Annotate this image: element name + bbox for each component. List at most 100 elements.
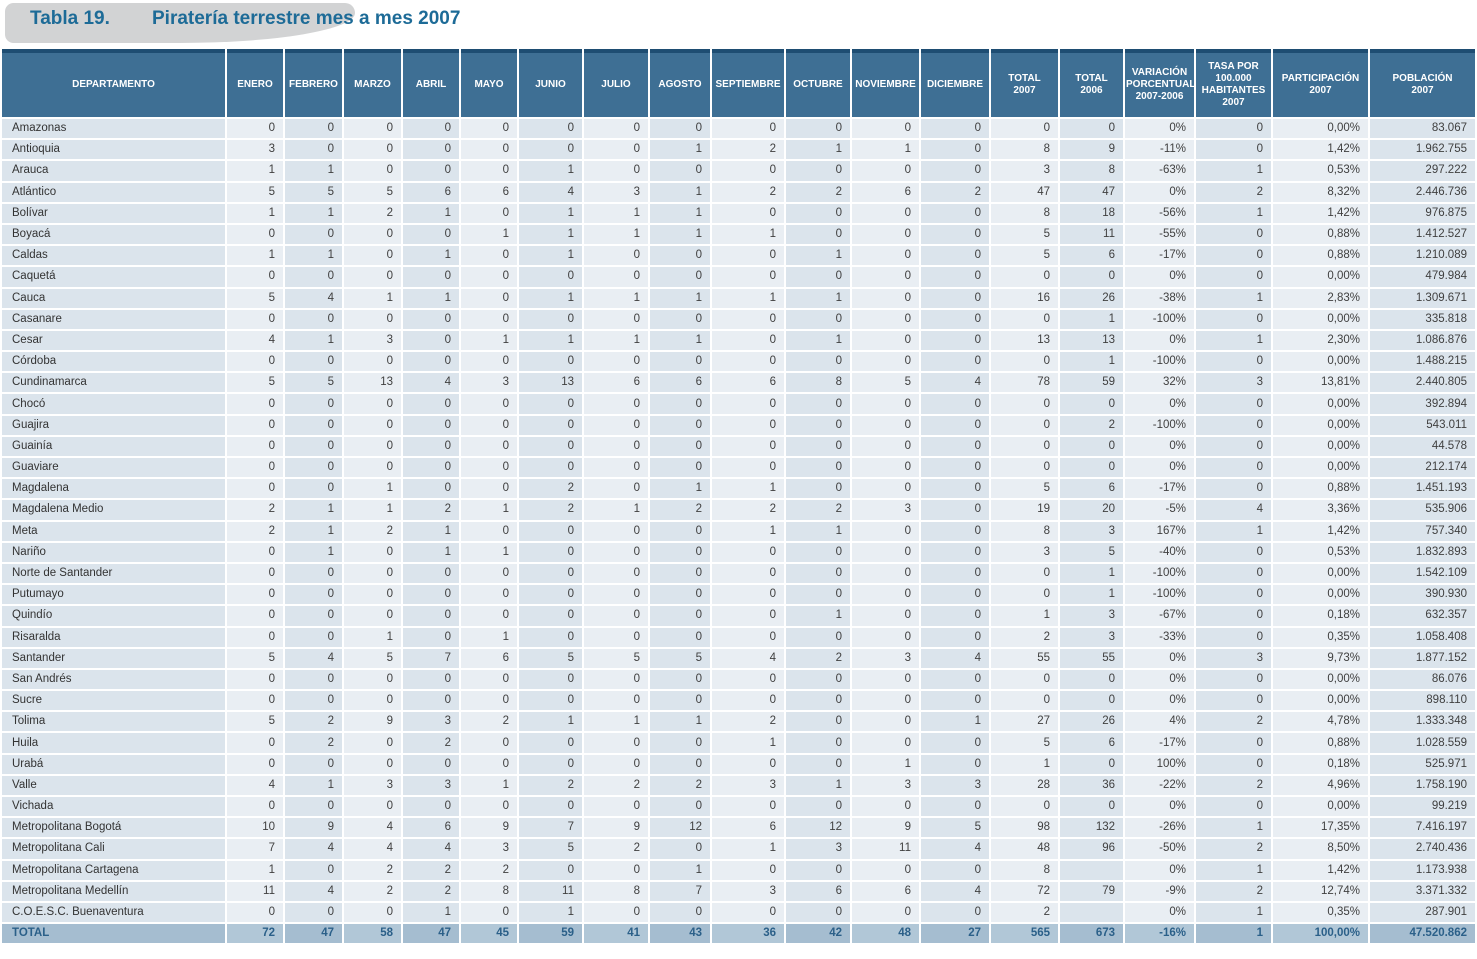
value-cell: 1 xyxy=(786,606,850,626)
value-cell: 0 xyxy=(519,627,582,647)
value-cell: 0 xyxy=(786,267,850,287)
value-cell: 1 xyxy=(344,479,401,499)
value-cell: -40% xyxy=(1125,542,1194,562)
value-cell: 0 xyxy=(921,224,989,245)
value-cell: 3,36% xyxy=(1273,500,1368,520)
value-cell: 1 xyxy=(921,712,989,732)
value-cell: 0 xyxy=(786,669,850,690)
value-cell: 0 xyxy=(650,458,710,478)
value-cell: 1 xyxy=(1060,352,1123,372)
value-cell: 0 xyxy=(1196,458,1271,478)
value-cell: 0 xyxy=(285,627,342,647)
value-cell: 0 xyxy=(921,436,989,456)
value-cell: 0 xyxy=(519,458,582,478)
value-cell: 1 xyxy=(519,902,582,923)
value-cell: 0 xyxy=(991,436,1058,456)
value-cell: 5 xyxy=(344,648,401,668)
value-cell: 2 xyxy=(403,860,459,880)
table-row: Bolívar 1 1 2 1 0 1 1 1 0 0 0 0 8 18 -56% 1 1,42% 976.875 xyxy=(2,203,1475,223)
value-cell: 0 xyxy=(344,754,401,774)
value-cell: 13 xyxy=(991,330,1058,351)
value-cell: 0 xyxy=(1196,691,1271,711)
value-cell: 0 xyxy=(461,521,517,541)
column-header-departamento: DEPARTAMENTO xyxy=(2,49,225,117)
value-cell: 0 xyxy=(1196,224,1271,245)
value-cell: 0 xyxy=(1196,140,1271,160)
value-cell: 0 xyxy=(285,479,342,499)
value-cell: 0 xyxy=(403,267,459,287)
value-cell: 0 xyxy=(584,733,648,753)
value-cell: 0 xyxy=(650,733,710,753)
value-cell: 0 xyxy=(584,902,648,923)
department-cell: Magdalena xyxy=(2,479,225,499)
value-cell: 0 xyxy=(519,585,582,605)
value-cell: 0 xyxy=(921,860,989,880)
value-cell: 3 xyxy=(1060,627,1123,647)
value-cell: -16% xyxy=(1125,924,1194,944)
value-cell: 0 xyxy=(991,691,1058,711)
value-cell: 2 xyxy=(1196,712,1271,732)
value-cell: 0 xyxy=(712,754,784,774)
table-row: Guaviare 0 0 0 0 0 0 0 0 0 0 0 0 0 0 0% 0 0,00% 212.174 xyxy=(2,458,1475,478)
value-cell: 0 xyxy=(344,902,401,923)
value-cell: 0 xyxy=(650,521,710,541)
value-cell: 2.440.805 xyxy=(1370,373,1475,393)
value-cell: 0 xyxy=(227,394,283,414)
value-cell: 2 xyxy=(1196,839,1271,859)
value-cell: 0 xyxy=(403,797,459,817)
value-cell: 0 xyxy=(650,627,710,647)
value-cell: 59 xyxy=(519,924,582,944)
value-cell: 1 xyxy=(285,203,342,223)
value-cell: 0 xyxy=(461,309,517,329)
department-cell: Córdoba xyxy=(2,352,225,372)
value-cell xyxy=(1060,860,1123,880)
value-cell: 0 xyxy=(712,203,784,223)
value-cell: 0 xyxy=(991,563,1058,584)
value-cell: 0 xyxy=(519,394,582,414)
value-cell: 976.875 xyxy=(1370,203,1475,223)
value-cell: 0 xyxy=(584,352,648,372)
department-cell: Caldas xyxy=(2,246,225,266)
value-cell: 98 xyxy=(991,818,1058,838)
value-cell: 0 xyxy=(1060,436,1123,456)
value-cell: 0 xyxy=(650,352,710,372)
value-cell: 0 xyxy=(650,246,710,266)
value-cell: 0 xyxy=(650,691,710,711)
value-cell: 5 xyxy=(344,182,401,202)
value-cell: 44.578 xyxy=(1370,436,1475,456)
value-cell: 3 xyxy=(852,648,919,668)
value-cell: 1 xyxy=(403,203,459,223)
value-cell: -11% xyxy=(1125,140,1194,160)
value-cell: 0 xyxy=(584,563,648,584)
value-cell: 0 xyxy=(344,394,401,414)
value-cell: 0 xyxy=(786,860,850,880)
table-row: Guajira 0 0 0 0 0 0 0 0 0 0 0 0 0 2 -100% 0 0,00% 543.011 xyxy=(2,415,1475,435)
value-cell: 1.832.893 xyxy=(1370,542,1475,562)
value-cell: 1 xyxy=(584,500,648,520)
value-cell: 13,81% xyxy=(1273,373,1368,393)
department-cell: Guaviare xyxy=(2,458,225,478)
value-cell: 0 xyxy=(650,585,710,605)
value-cell: 0 xyxy=(1196,585,1271,605)
value-cell: 0 xyxy=(852,436,919,456)
table-row: Córdoba 0 0 0 0 0 0 0 0 0 0 0 0 0 1 -100% 0 0,00% 1.488.21… xyxy=(2,352,1475,372)
value-cell: 0 xyxy=(461,352,517,372)
table-row: Arauca 1 1 0 0 0 1 0 0 0 0 0 0 3 8 -63% 1 0,53% 297.222 xyxy=(2,161,1475,181)
value-cell: 0 xyxy=(1060,669,1123,690)
value-cell: 2 xyxy=(403,881,459,901)
value-cell: 27 xyxy=(991,712,1058,732)
value-cell: 0,53% xyxy=(1273,542,1368,562)
value-cell: 0 xyxy=(786,415,850,435)
value-cell: 5 xyxy=(852,373,919,393)
column-header-15: VARIACIÓN PORCENTUAL 2007-2006 xyxy=(1125,49,1195,117)
column-header-2: FEBRERO xyxy=(285,49,342,117)
value-cell: 1 xyxy=(403,288,459,308)
value-cell: 47 xyxy=(403,924,459,944)
department-cell: Metropolitana Cali xyxy=(2,839,225,859)
value-cell: 0 xyxy=(650,415,710,435)
table-row: Guainía 0 0 0 0 0 0 0 0 0 0 0 0 0 0 0% 0 0,00% 44.578 xyxy=(2,436,1475,456)
value-cell: 0 xyxy=(227,479,283,499)
value-cell: 0 xyxy=(1060,394,1123,414)
table-row: Meta 2 1 2 1 0 0 0 0 1 1 0 0 8 3 167% 1 1,42% 757.340 xyxy=(2,521,1475,541)
